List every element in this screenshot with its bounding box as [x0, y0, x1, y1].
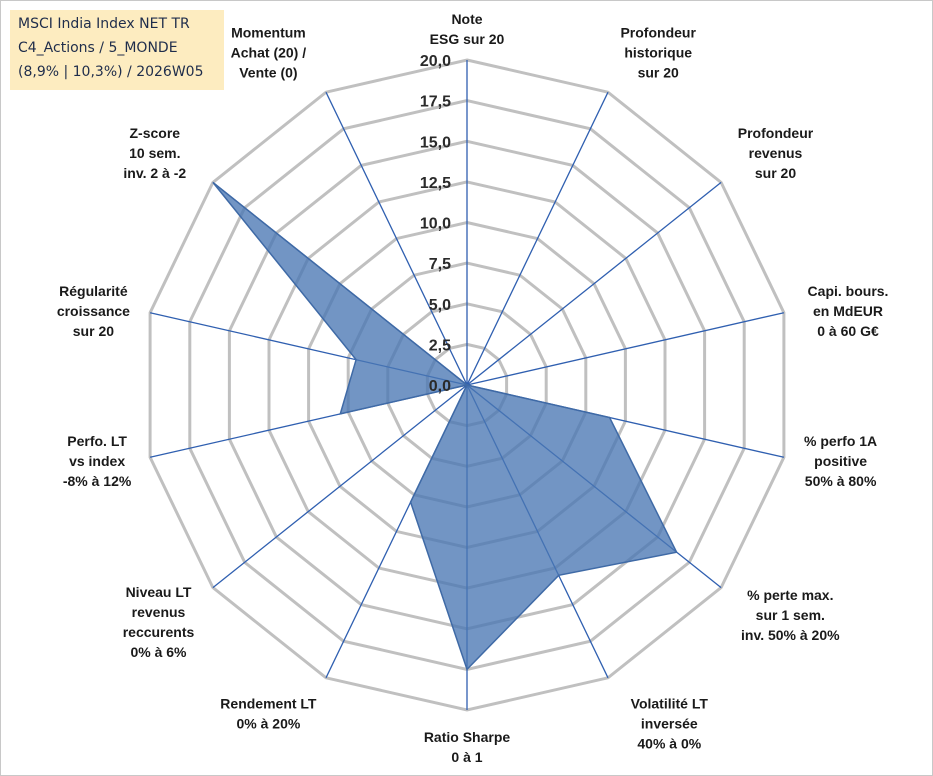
- legend-box: MSCI India Index NET TR C4_Actions / 5_M…: [10, 10, 224, 90]
- axis-label-9: Niveau LT revenus reccurents 0% à 6%: [123, 584, 195, 660]
- series-area-0: [212, 181, 678, 671]
- label-layer: Note ESG sur 20 Profondeur historique sur 20…: [57, 11, 889, 765]
- axis-label-10: Perfo. LT vs index -8% à 12%: [63, 433, 132, 489]
- legend-line-2: C4_Actions / 5_MONDE: [18, 40, 178, 56]
- tick-label: 17,5: [420, 94, 451, 111]
- spoke-13: [325, 91, 468, 386]
- axis-label-7: Ratio Sharpe 0 à 1: [424, 729, 511, 765]
- tick-label: 0,0: [429, 378, 451, 395]
- tick-label: 5,0: [429, 297, 451, 314]
- tick-label: 15,0: [420, 134, 451, 151]
- axis-label-5: % perte max. sur 1 sem. inv. 50% à 20%: [741, 587, 840, 643]
- series-layer: [212, 181, 678, 671]
- tick-label: 2,5: [429, 337, 451, 354]
- tick-layer: 0,0 2,5 5,0 7,5 10,0 12,5 15,0 17,5 20,0: [420, 53, 451, 395]
- axis-label-2: Profondeur revenus sur 20: [738, 125, 814, 181]
- axis-label-11: Régularité croissance sur 20: [57, 283, 130, 339]
- axis-label-3: Capi. bours. en MdEUR 0 à 60 G€: [808, 283, 889, 339]
- axis-label-6: Volatilité LT inversée 40% à 0%: [631, 696, 709, 752]
- axis-label-4: % perfo 1A positive 50% à 80%: [804, 433, 877, 489]
- tick-label: 7,5: [429, 256, 451, 273]
- legend-line-3: (8,9% | 10,3%) / 2026W05: [18, 64, 204, 80]
- axis-label-1: Profondeur historique sur 20: [620, 24, 696, 80]
- axis-label-0: Note ESG sur 20: [430, 11, 505, 47]
- axis-label-12: Z-score 10 sem. inv. 2 à -2: [123, 125, 186, 181]
- spoke-2: [466, 181, 722, 386]
- tick-label: 20,0: [420, 53, 451, 70]
- spoke-1: [466, 91, 609, 386]
- axis-label-8: Rendement LT 0% à 20%: [220, 696, 317, 732]
- legend-line-1: MSCI India Index NET TR: [18, 16, 190, 32]
- spoke-3: [466, 312, 785, 386]
- axis-label-13: Momentum Achat (20) / Vente (0): [231, 24, 307, 80]
- spoke-9: [212, 384, 468, 589]
- tick-label: 10,0: [420, 216, 451, 233]
- tick-label: 12,5: [420, 175, 451, 192]
